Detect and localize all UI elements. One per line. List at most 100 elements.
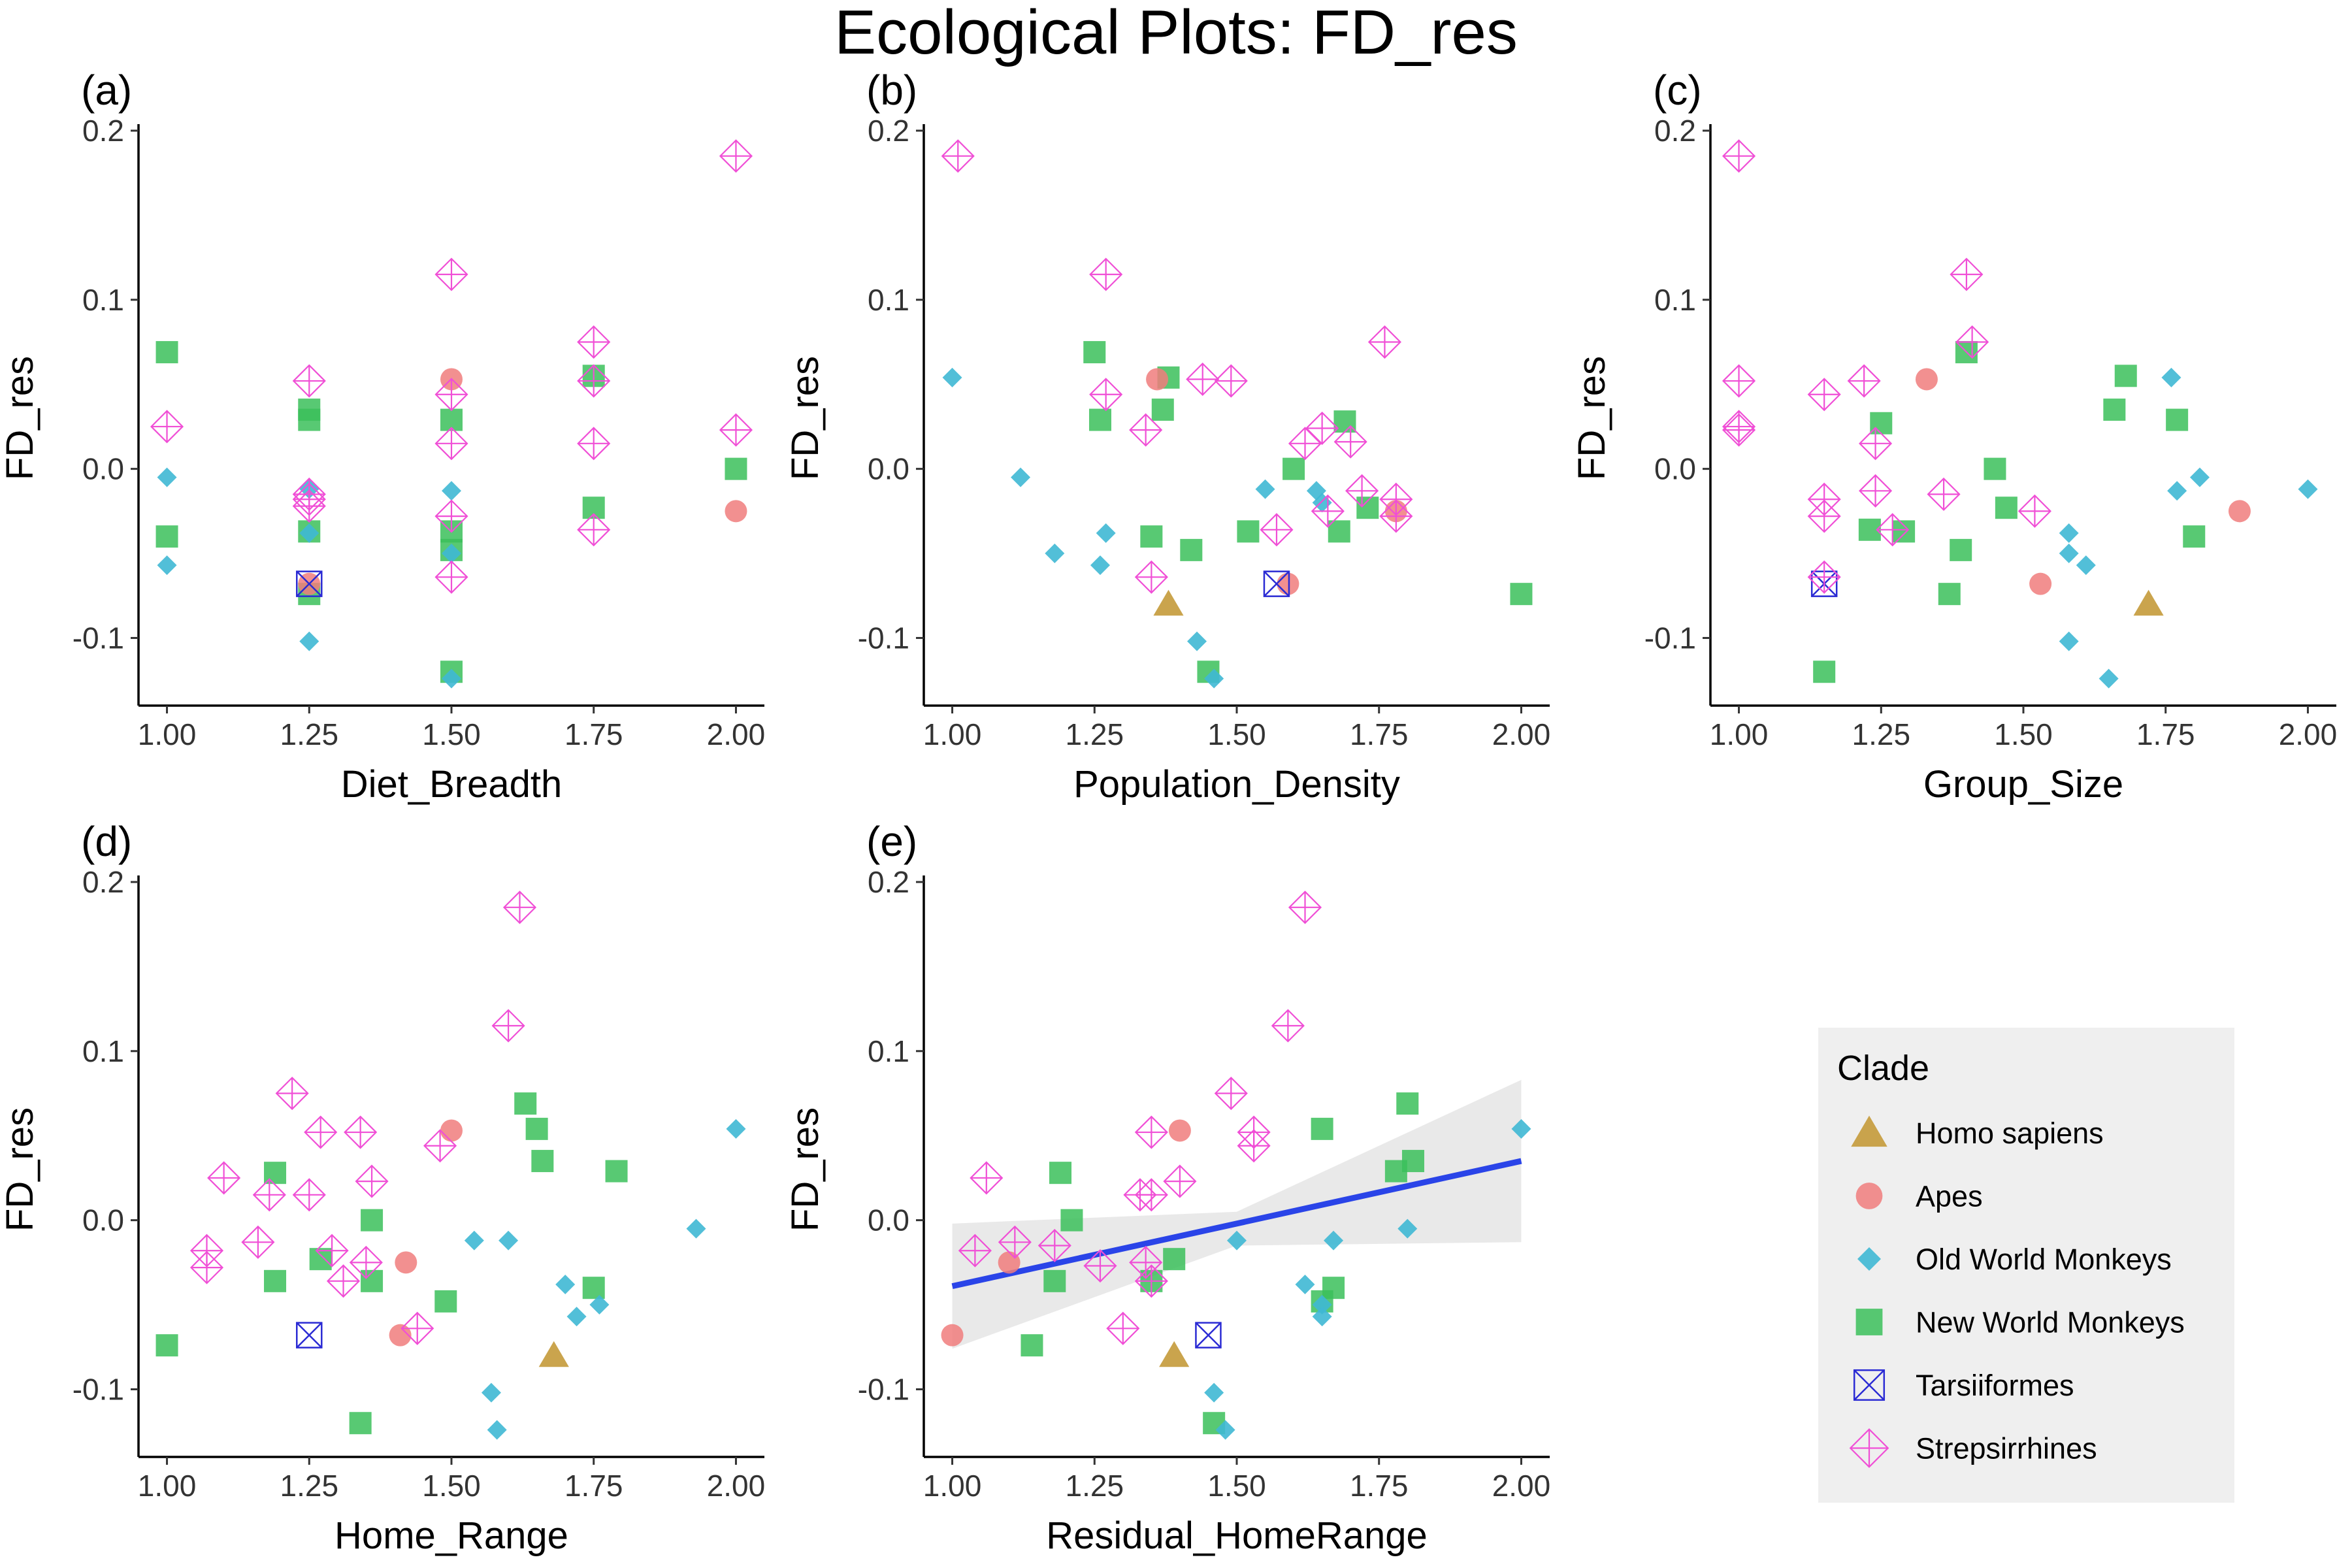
point-tarsiiformes <box>296 570 323 597</box>
point-old-world-monkeys <box>555 1275 576 1294</box>
point-new-world-monkeys <box>361 1209 384 1232</box>
point-strepsirrhines <box>1134 1115 1168 1149</box>
point-strepsirrhines <box>970 1161 1004 1195</box>
x-tick-label: 1.25 <box>280 717 339 751</box>
point-new-world-monkeys <box>434 1290 457 1313</box>
point-apes <box>998 1251 1021 1274</box>
y-tick-label: 0.2 <box>82 865 124 899</box>
point-old-world-monkeys <box>1312 1295 1332 1315</box>
point-homo-sapiens <box>1153 589 1184 616</box>
point-strepsirrhines <box>1237 1129 1271 1163</box>
point-new-world-monkeys <box>1311 1117 1333 1140</box>
point-new-world-monkeys <box>1140 525 1163 548</box>
point-apes <box>1146 368 1169 391</box>
point-old-world-monkeys <box>299 523 319 543</box>
point-strepsirrhines <box>1950 257 1984 291</box>
panel-tag: (e) <box>866 818 917 865</box>
x-tick-label: 1.50 <box>1207 717 1266 751</box>
panel-b: 1.00 1.25 1.50 1.75 2.00 -0.1 0.0 0.1 0.2 Populat… <box>784 67 1550 806</box>
point-strepsirrhines <box>1134 560 1168 594</box>
point-old-world-monkeys <box>726 1119 746 1139</box>
point-strepsirrhines <box>434 378 468 412</box>
x-tick-label: 2.00 <box>1492 1469 1551 1503</box>
point-strepsirrhines <box>1214 364 1248 398</box>
point-old-world-monkeys <box>589 1295 610 1315</box>
point-strepsirrhines <box>1106 1311 1140 1345</box>
point-strepsirrhines <box>1955 325 1989 359</box>
x-axis-title: Population_Density <box>1073 763 1400 806</box>
point-new-world-monkeys <box>155 341 178 364</box>
point-old-world-monkeys <box>442 544 461 564</box>
x-tick-label: 1.75 <box>1350 717 1409 751</box>
point-strepsirrhines <box>1271 1009 1305 1043</box>
panel-tag: (d) <box>81 818 132 865</box>
point-old-world-monkeys <box>1215 1420 1235 1440</box>
point-strepsirrhines <box>423 1129 457 1163</box>
point-homo-sapiens <box>1159 1341 1190 1367</box>
point-strepsirrhines <box>577 427 611 461</box>
point-tarsiiformes <box>296 1322 323 1348</box>
y-tick-label: 0.2 <box>1654 114 1696 148</box>
point-strepsirrhines <box>1214 1076 1248 1111</box>
point-apes <box>941 1324 964 1347</box>
point-strepsirrhines <box>315 1233 349 1267</box>
point-strepsirrhines <box>719 413 753 447</box>
y-tick-label: -0.1 <box>73 621 124 655</box>
point-strepsirrhines <box>1722 364 1756 398</box>
y-tick-label: 0.1 <box>82 283 124 317</box>
point-old-world-monkeys <box>2189 467 2210 487</box>
point-strepsirrhines <box>1859 474 1893 508</box>
y-tick-label: 0.0 <box>82 452 124 486</box>
point-strepsirrhines <box>1379 499 1413 533</box>
point-strepsirrhines <box>434 427 468 461</box>
point-old-world-monkeys <box>442 668 461 689</box>
y-tick-label: 0.1 <box>82 1034 124 1068</box>
point-new-world-monkeys <box>1083 341 1106 364</box>
point-strepsirrhines <box>207 1161 241 1195</box>
point-new-world-monkeys <box>349 1412 372 1435</box>
point-new-world-monkeys <box>1163 1248 1186 1271</box>
point-old-world-monkeys <box>1397 1218 1418 1239</box>
point-strepsirrhines <box>1260 513 1294 547</box>
point-new-world-monkeys <box>309 1248 332 1271</box>
point-old-world-monkeys <box>2298 479 2318 499</box>
point-apes <box>1915 368 1938 391</box>
x-tick-label: 1.25 <box>1066 717 1124 751</box>
point-new-world-monkeys <box>514 1092 537 1115</box>
point-new-world-monkeys <box>1401 1150 1424 1173</box>
point-homo-sapiens <box>538 1341 569 1367</box>
point-new-world-monkeys <box>2183 525 2206 548</box>
point-old-world-monkeys <box>481 1382 501 1403</box>
panel-e: 1.00 1.25 1.50 1.75 2.00 -0.1 0.0 0.1 0.2 Residua… <box>784 818 1550 1557</box>
y-tick-label: -0.1 <box>858 1372 909 1406</box>
point-old-world-monkeys <box>299 631 319 651</box>
y-tick-label: 0.1 <box>1654 283 1696 317</box>
point-old-world-monkeys <box>1096 523 1116 543</box>
point-strepsirrhines <box>1847 364 1881 398</box>
point-strepsirrhines <box>941 139 975 173</box>
point-strepsirrhines <box>577 513 611 547</box>
point-old-world-monkeys <box>2099 668 2119 689</box>
point-new-world-monkeys <box>1396 1092 1419 1115</box>
point-strepsirrhines <box>502 890 537 924</box>
point-new-world-monkeys <box>582 1277 605 1299</box>
y-tick-label: 0.1 <box>868 283 909 317</box>
point-new-world-monkeys <box>1049 1162 1072 1184</box>
point-new-world-monkeys <box>264 1269 287 1292</box>
y-axis-title: FD_res <box>784 1107 826 1232</box>
point-strepsirrhines <box>1305 411 1339 446</box>
point-strepsirrhines <box>491 1009 525 1043</box>
y-tick-label: 0.0 <box>82 1203 124 1237</box>
point-strepsirrhines <box>1876 513 1910 547</box>
point-strepsirrhines <box>241 1225 275 1259</box>
point-new-world-monkeys <box>1151 399 1174 421</box>
confidence-ribbon <box>952 1079 1522 1349</box>
point-strepsirrhines <box>1089 257 1123 291</box>
point-apes <box>440 1119 463 1142</box>
point-old-world-monkeys <box>157 555 177 576</box>
y-tick-label: 0.2 <box>868 114 909 148</box>
x-tick-label: 2.00 <box>1492 717 1551 751</box>
x-tick-label: 1.25 <box>1066 1469 1124 1503</box>
point-apes <box>395 1251 417 1274</box>
